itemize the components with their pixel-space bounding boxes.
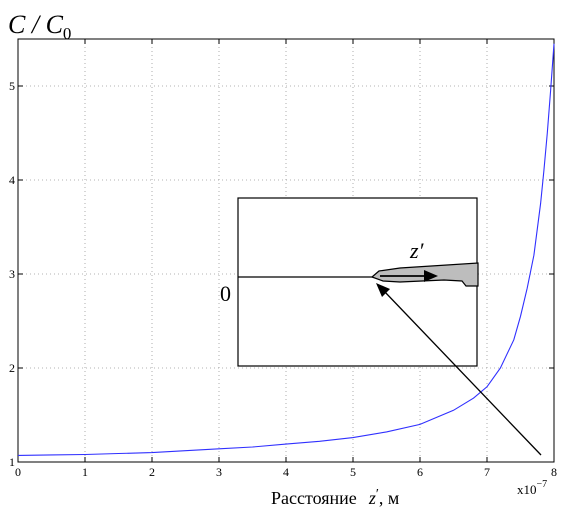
inset-diagram: 0 z′ <box>220 197 479 367</box>
x-tick-label: 1 <box>82 465 88 479</box>
inset-box <box>237 197 478 367</box>
series-line <box>17 43 555 456</box>
grid-lines <box>18 39 554 462</box>
x-exponent-label: x10−7 <box>517 479 547 497</box>
y-tick-label: 1 <box>9 455 15 469</box>
y-tick-label: 2 <box>9 361 15 375</box>
x-tick-label: 7 <box>484 465 490 479</box>
inset-axis-label: z′ <box>409 238 425 263</box>
x-tick-label: 3 <box>216 465 222 479</box>
x-tick-label: 2 <box>149 465 155 479</box>
inset-z-arrowhead <box>424 270 438 282</box>
x-axis-label: Расстояние z′, м <box>271 487 399 508</box>
x-tick-label: 8 <box>551 465 557 479</box>
x-tick-label: 5 <box>350 465 356 479</box>
x-tick-label: 0 <box>15 465 21 479</box>
y-axis-label: C / C0 <box>8 10 71 43</box>
pointer-arrow-line <box>383 290 542 456</box>
pointer-arrowhead <box>376 283 390 297</box>
y-tick-label: 5 <box>9 79 15 93</box>
y-tick-label: 4 <box>9 173 15 187</box>
inset-origin-label: 0 <box>220 281 231 306</box>
series-layer <box>17 43 555 456</box>
x-tick-label: 6 <box>417 465 423 479</box>
y-tick-label: 3 <box>9 267 15 281</box>
x-tick-label: 4 <box>283 465 289 479</box>
